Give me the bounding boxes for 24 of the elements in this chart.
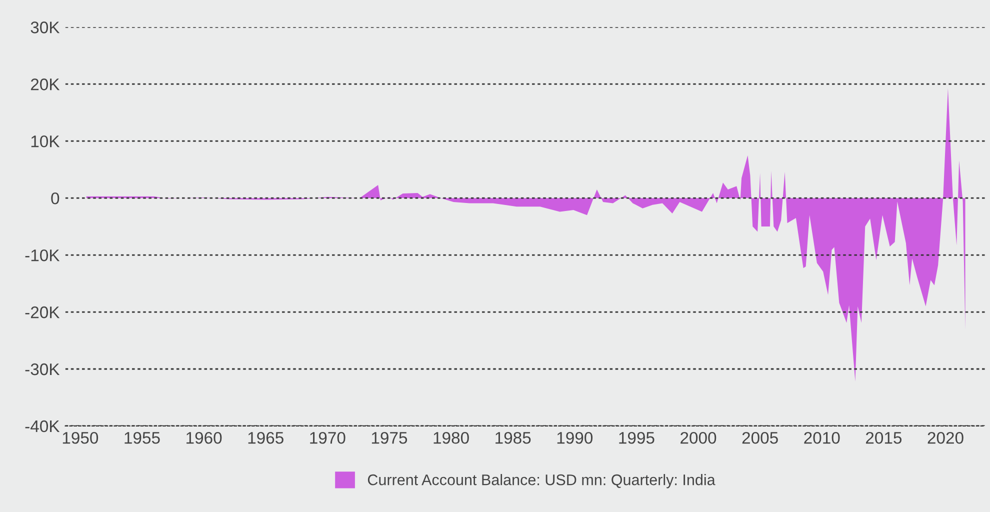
y-tick-label: 30K <box>30 22 60 34</box>
x-tick-label: 1950 <box>62 432 98 444</box>
x-tick-label: 1990 <box>557 432 593 444</box>
x-tick-label: 2005 <box>742 432 778 444</box>
y-tick-label: -10K <box>25 249 60 262</box>
legend-label: Current Account Balance: USD mn: Quarterly: India <box>368 474 716 488</box>
x-tick-label: 1985 <box>496 432 531 444</box>
y-tick-label: 10K <box>31 135 60 148</box>
y-tick-label: -30K <box>25 363 60 376</box>
x-tick-label: 1980 <box>434 432 469 444</box>
x-tick-label: 2000 <box>680 432 716 444</box>
x-tick-label: 2015 <box>866 432 902 444</box>
x-tick-label: 1995 <box>619 432 654 444</box>
x-tick-label: 1965 <box>248 432 284 444</box>
y-tick-label: -40K <box>25 420 60 432</box>
y-tick-label: 20K <box>30 78 60 90</box>
x-tick-label: 2020 <box>928 432 964 444</box>
y-tick-label: -20K <box>25 306 60 318</box>
y-tick-label: 0 <box>51 192 60 204</box>
x-tick-label: 1970 <box>310 432 346 444</box>
x-tick-label: 1975 <box>372 432 408 444</box>
x-tick-label: 2010 <box>804 432 840 444</box>
x-tick-label: 1960 <box>186 432 222 444</box>
x-tick-label: 1955 <box>124 432 160 444</box>
